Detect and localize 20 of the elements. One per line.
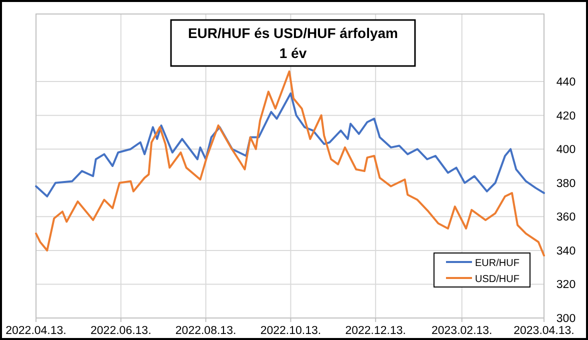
y-tick-label: 380 (556, 178, 576, 190)
x-tick-label: 2022.10.13. (260, 325, 322, 337)
x-tick-label: 2023.02.13. (432, 325, 492, 337)
y-tick-label: 320 (556, 279, 576, 292)
y-tick-label: 440 (556, 76, 576, 89)
x-tick-label: 2022.06.13. (90, 325, 152, 337)
text: EUR/HUF és USD/HUF árfolyam 1 év (188, 25, 398, 61)
legend-label: USD/HUF (475, 274, 520, 285)
y-tick-label: 340 (556, 245, 576, 258)
x-tick-label: 2022.04.13. (6, 325, 66, 337)
y-tick-label: 420 (556, 110, 576, 122)
legend-label: EUR/HUF (475, 258, 520, 269)
y-tick-label: 300 (556, 313, 576, 325)
line-series (35, 92, 545, 198)
line-series (35, 70, 545, 257)
x-tick-label: 2023.04.13. (514, 325, 574, 337)
x-tick-label: 2022.12.13. (345, 325, 406, 337)
x-tick-label: 2022.08.13. (175, 325, 236, 337)
y-tick-label: 360 (556, 212, 576, 224)
y-tick-label: 400 (556, 144, 576, 156)
